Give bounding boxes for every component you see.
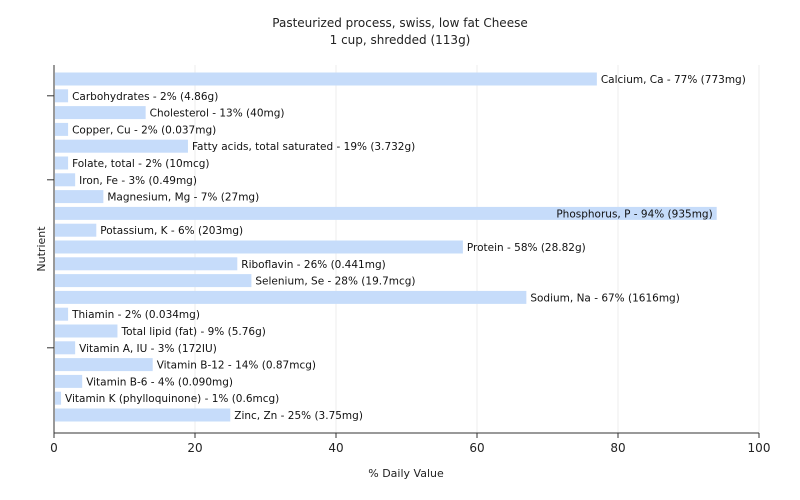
x-tick-label: 20: [187, 441, 202, 455]
chart-subtitle: 1 cup, shredded (113g): [330, 33, 471, 47]
bar: [55, 341, 76, 355]
bar: [55, 190, 104, 204]
bar: [55, 358, 153, 372]
bar-label: Vitamin A, IU - 3% (172IU): [79, 343, 217, 355]
x-axis-ticks: 0 20 40 60 80 100: [50, 433, 770, 455]
bar-label: Calcium, Ca - 77% (773mg): [601, 74, 746, 86]
bar-label: Vitamin K (phylloquinone) - 1% (0.6mcg): [65, 393, 279, 405]
bar: [55, 324, 118, 338]
bar-label: Copper, Cu - 2% (0.037mg): [72, 124, 216, 136]
bar: [55, 408, 231, 422]
bar: [55, 374, 83, 388]
y-axis-ticks: [47, 95, 54, 349]
bar: [55, 223, 97, 237]
bar: [55, 106, 146, 120]
bar: [55, 274, 252, 288]
x-axis-label: % Daily Value: [368, 467, 444, 480]
bar-labels: Calcium, Ca - 77% (773mg) Carbohydrates -…: [65, 74, 746, 422]
bar: [55, 139, 188, 153]
x-tick-label: 80: [610, 441, 625, 455]
bar: [55, 156, 69, 170]
x-tick-label: 0: [50, 441, 58, 455]
bar: [55, 240, 463, 254]
bar-label: Fatty acids, total saturated - 19% (3.73…: [192, 141, 415, 153]
bars: [55, 72, 717, 422]
bar: [55, 72, 597, 86]
bar-label: Selenium, Se - 28% (19.7mcg): [255, 276, 415, 288]
bar-label: Vitamin B-6 - 4% (0.090mg): [86, 376, 233, 388]
bar-label: Protein - 58% (28.82g): [467, 242, 586, 254]
bar-label: Carbohydrates - 2% (4.86g): [72, 91, 218, 103]
x-tick-label: 60: [469, 441, 484, 455]
bar-label: Iron, Fe - 3% (0.49mg): [79, 175, 197, 187]
bar-label: Magnesium, Mg - 7% (27mg): [107, 192, 259, 204]
y-axis-label: Nutrient: [35, 226, 48, 272]
bar: [55, 290, 527, 304]
bar: [55, 122, 69, 136]
bar: [55, 307, 69, 321]
x-tick-label: 40: [328, 441, 343, 455]
bar: [55, 391, 62, 405]
bar: [55, 257, 238, 271]
bar-label: Phosphorus, P - 94% (935mg): [556, 208, 712, 220]
bar-label: Potassium, K - 6% (203mg): [100, 225, 243, 237]
bar-label: Sodium, Na - 67% (1616mg): [530, 292, 679, 304]
chart-title: Pasteurized process, swiss, low fat Chee…: [272, 16, 527, 30]
x-tick-label: 100: [748, 441, 771, 455]
bar-label: Zinc, Zn - 25% (3.75mg): [234, 410, 363, 422]
bar-label: Cholesterol - 13% (40mg): [150, 108, 285, 120]
bar-label: Total lipid (fat) - 9% (5.76g): [120, 326, 265, 338]
bar-label: Riboflavin - 26% (0.441mg): [241, 259, 385, 271]
bar-label: Thiamin - 2% (0.034mg): [71, 309, 200, 321]
bar: [55, 89, 69, 103]
bar: [55, 173, 76, 187]
grid-lines: [194, 65, 760, 433]
bar-label: Vitamin B-12 - 14% (0.87mcg): [157, 360, 316, 372]
bar-label: Folate, total - 2% (10mcg): [72, 158, 209, 170]
bar: [55, 206, 717, 220]
